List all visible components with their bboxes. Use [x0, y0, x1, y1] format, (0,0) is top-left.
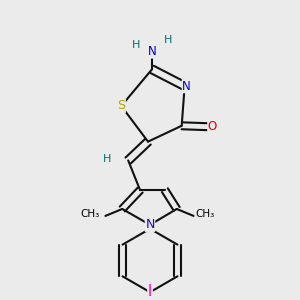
Text: N: N — [182, 80, 191, 93]
Text: CH₃: CH₃ — [196, 209, 215, 219]
Text: N: N — [148, 45, 156, 58]
Text: CH₃: CH₃ — [80, 209, 99, 219]
Text: I: I — [148, 284, 152, 299]
Text: S: S — [117, 100, 125, 112]
Text: H: H — [164, 34, 172, 45]
Text: H: H — [132, 40, 140, 50]
Text: N: N — [145, 218, 155, 231]
Text: O: O — [208, 120, 217, 133]
Text: H: H — [103, 154, 112, 164]
